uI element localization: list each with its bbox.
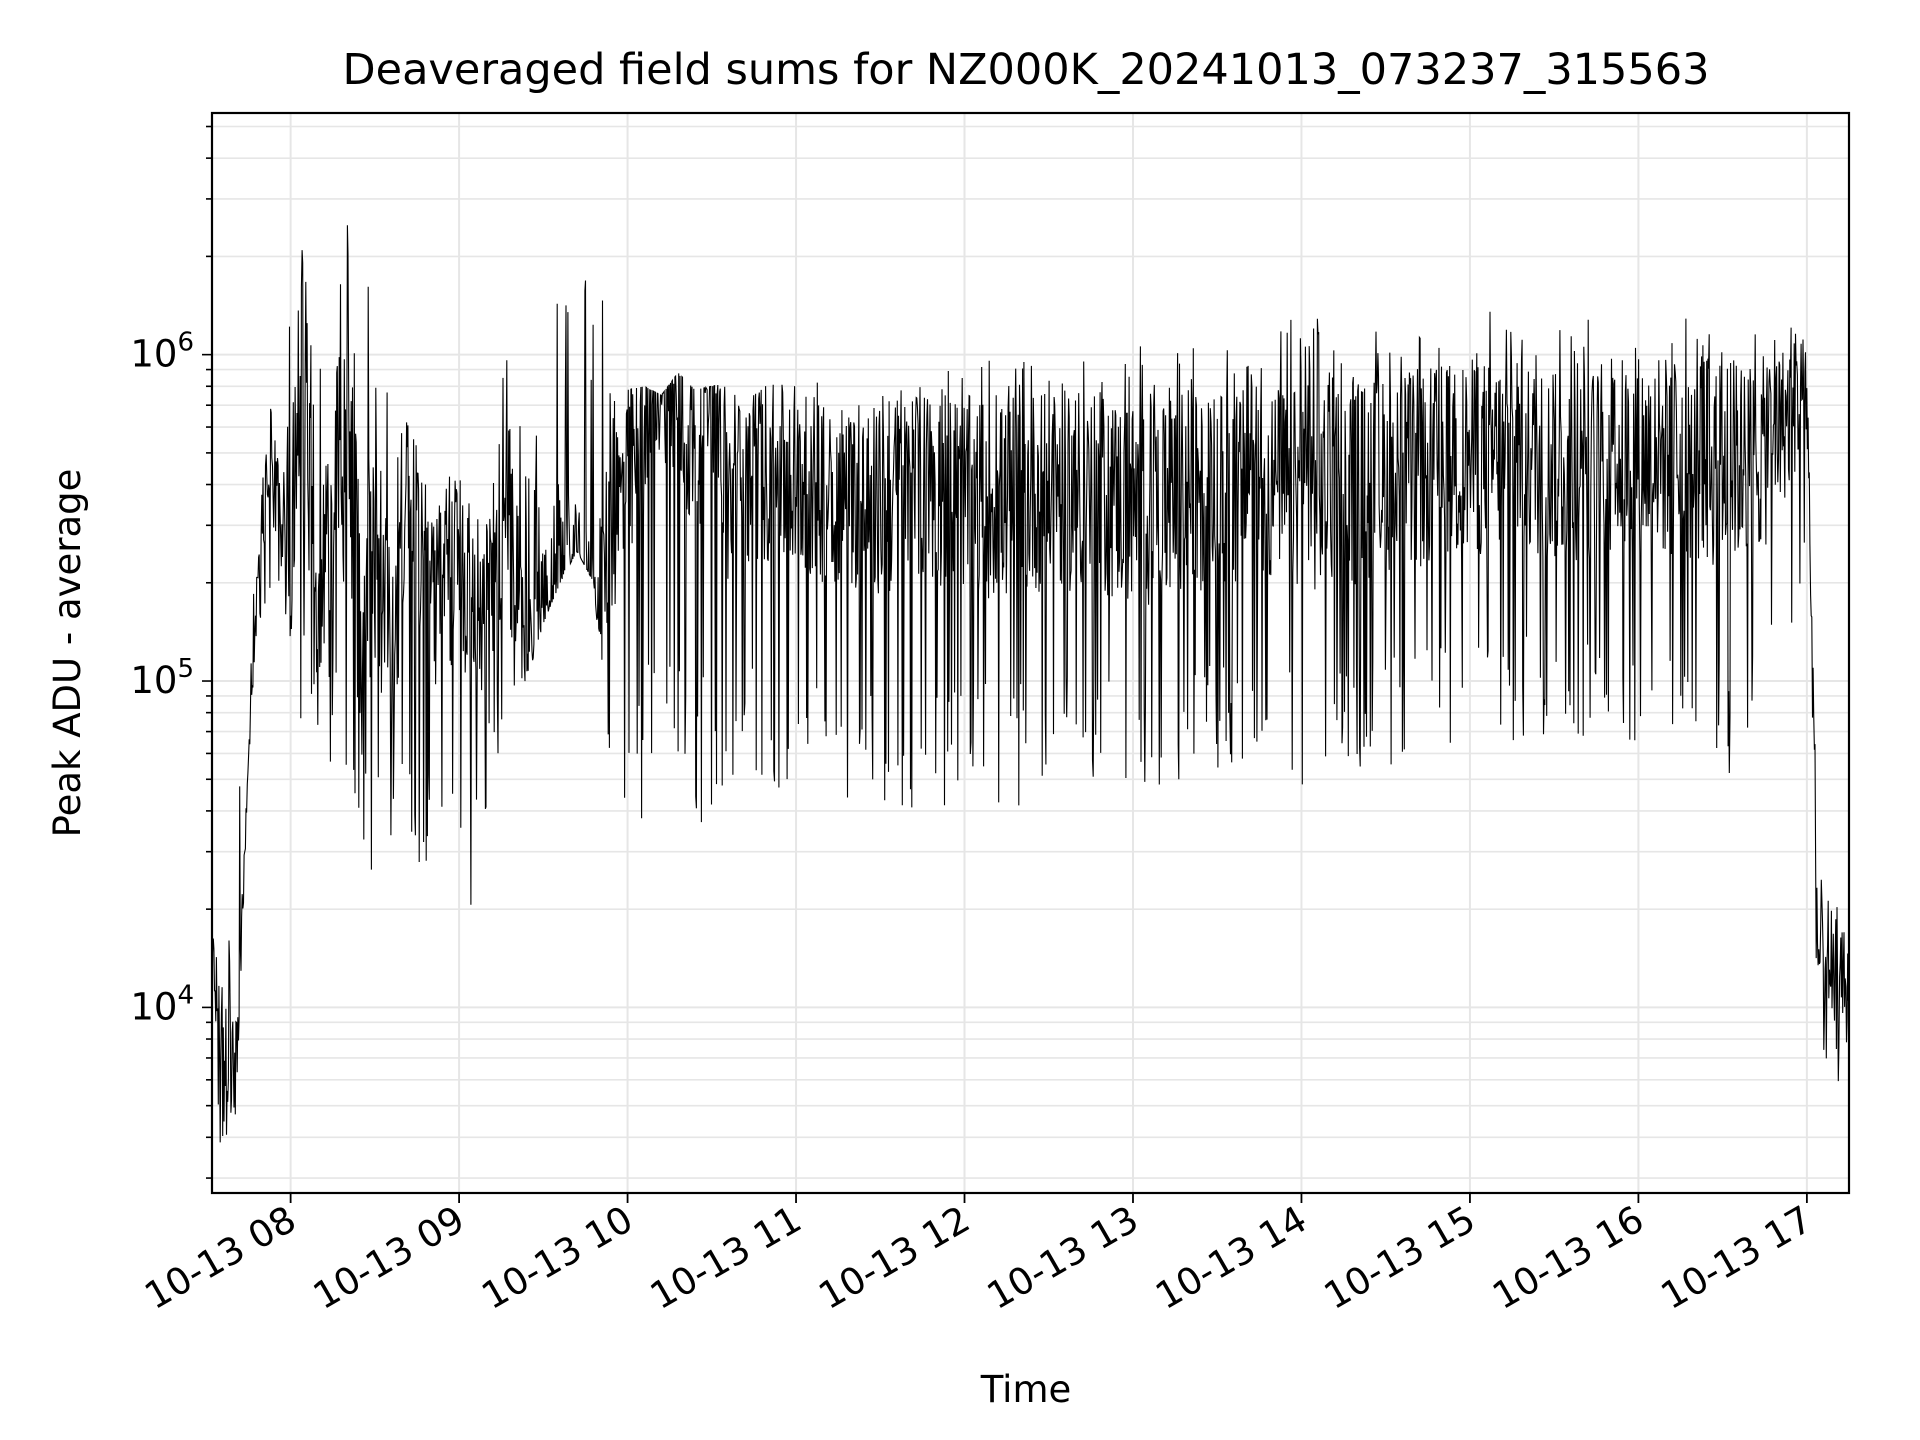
chart-title: Deaveraged field sums for NZ000K_2024101… [343, 45, 1710, 95]
series-line [211, 225, 1850, 1143]
y-tick-label: 105 [130, 654, 194, 702]
y-axis-label: Peak ADU - average [46, 469, 89, 838]
y-tick-label: 104 [130, 980, 194, 1028]
y-tick-label: 106 [130, 328, 194, 376]
series-layer [211, 225, 1850, 1143]
axes-frame [210, 111, 1851, 1195]
x-axis-label: Time [980, 1368, 1072, 1411]
grid-layer [212, 113, 1849, 1193]
